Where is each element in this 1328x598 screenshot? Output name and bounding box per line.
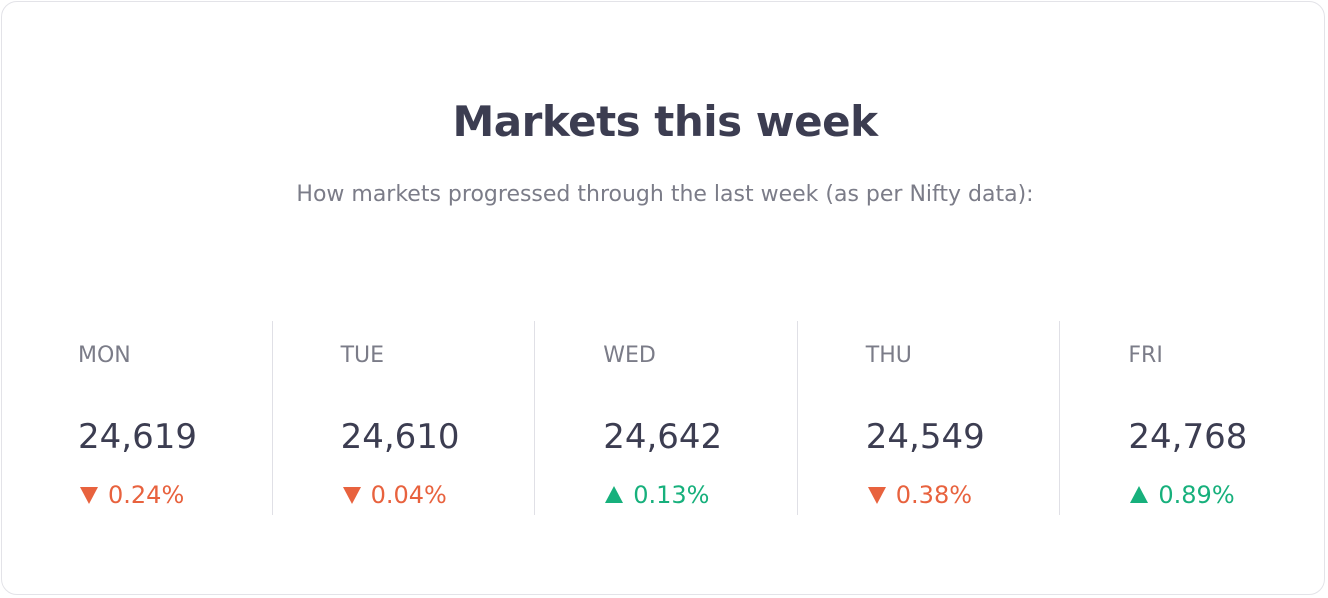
day-value: 24,768 bbox=[1128, 417, 1248, 457]
day-column-fri: FRI 24,768 0.89% bbox=[1059, 321, 1322, 515]
triangle-down-icon bbox=[341, 485, 363, 505]
day-label: MON bbox=[78, 343, 131, 368]
page-subtitle: How markets progressed through the last … bbox=[296, 182, 1034, 207]
day-value: 24,610 bbox=[340, 417, 460, 457]
day-change-value: 0.89% bbox=[1158, 481, 1235, 509]
day-column-tue: TUE 24,610 0.04% bbox=[271, 321, 535, 515]
day-column-wed: WED 24,642 0.13% bbox=[534, 321, 797, 515]
triangle-down-icon bbox=[78, 485, 100, 505]
day-change-value: 0.04% bbox=[370, 481, 447, 509]
day-change: 0.13% bbox=[603, 479, 709, 511]
day-label: FRI bbox=[1128, 343, 1163, 368]
triangle-down-icon bbox=[866, 485, 888, 505]
triangle-up-icon bbox=[1128, 485, 1150, 505]
day-label: THU bbox=[865, 343, 912, 368]
day-change: 0.24% bbox=[78, 479, 184, 511]
day-change-value: 0.13% bbox=[633, 481, 710, 509]
day-change-value: 0.24% bbox=[108, 481, 185, 509]
day-column-thu: THU 24,549 0.38% bbox=[796, 321, 1060, 515]
day-change: 0.89% bbox=[1128, 479, 1235, 511]
day-column-mon: MON 24,619 0.24% bbox=[10, 321, 272, 515]
day-label: TUE bbox=[340, 343, 385, 368]
day-change: 0.38% bbox=[866, 479, 972, 511]
triangle-up-icon bbox=[603, 485, 625, 505]
days-row: MON 24,619 0.24% TUE 24,610 0.04% WED 24… bbox=[10, 321, 1322, 515]
day-change: 0.04% bbox=[341, 479, 447, 511]
day-value: 24,642 bbox=[603, 417, 723, 457]
day-change-value: 0.38% bbox=[895, 481, 973, 509]
day-value: 24,619 bbox=[78, 417, 197, 457]
page-title: Markets this week bbox=[452, 97, 878, 146]
day-value: 24,549 bbox=[865, 417, 985, 457]
day-label: WED bbox=[603, 343, 656, 368]
